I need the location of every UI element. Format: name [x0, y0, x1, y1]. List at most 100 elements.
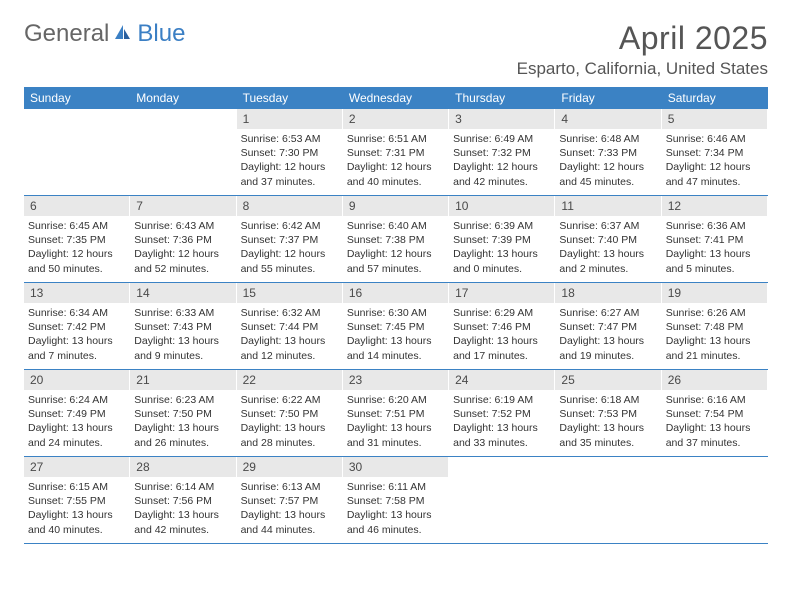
sunrise-line: Sunrise: 6:30 AM	[347, 306, 444, 320]
daylight-line: Daylight: 13 hours and 17 minutes.	[453, 334, 550, 362]
day-content: Sunrise: 6:49 AMSunset: 7:32 PMDaylight:…	[449, 129, 554, 195]
month-title: April 2025	[517, 20, 768, 57]
weekday-header: Thursday	[449, 91, 555, 105]
day-cell: 16Sunrise: 6:30 AMSunset: 7:45 PMDayligh…	[343, 283, 449, 369]
empty-cell	[130, 109, 236, 195]
sunrise-line: Sunrise: 6:49 AM	[453, 132, 550, 146]
daylight-line: Daylight: 12 hours and 45 minutes.	[559, 160, 656, 188]
day-cell: 7Sunrise: 6:43 AMSunset: 7:36 PMDaylight…	[130, 196, 236, 282]
sunrise-line: Sunrise: 6:39 AM	[453, 219, 550, 233]
day-number: 23	[343, 370, 448, 390]
day-number: 3	[449, 109, 554, 129]
day-number: 22	[237, 370, 342, 390]
day-cell: 8Sunrise: 6:42 AMSunset: 7:37 PMDaylight…	[237, 196, 343, 282]
weekday-header: Sunday	[24, 91, 130, 105]
day-number: 16	[343, 283, 448, 303]
sunrise-line: Sunrise: 6:20 AM	[347, 393, 444, 407]
day-cell: 12Sunrise: 6:36 AMSunset: 7:41 PMDayligh…	[662, 196, 768, 282]
sunset-line: Sunset: 7:40 PM	[559, 233, 656, 247]
day-cell: 26Sunrise: 6:16 AMSunset: 7:54 PMDayligh…	[662, 370, 768, 456]
daylight-line: Daylight: 12 hours and 57 minutes.	[347, 247, 444, 275]
day-cell: 29Sunrise: 6:13 AMSunset: 7:57 PMDayligh…	[237, 457, 343, 543]
sunrise-line: Sunrise: 6:37 AM	[559, 219, 656, 233]
daylight-line: Daylight: 13 hours and 44 minutes.	[241, 508, 338, 536]
sunrise-line: Sunrise: 6:36 AM	[666, 219, 763, 233]
day-number: 29	[237, 457, 342, 477]
day-cell: 15Sunrise: 6:32 AMSunset: 7:44 PMDayligh…	[237, 283, 343, 369]
sunset-line: Sunset: 7:52 PM	[453, 407, 550, 421]
sunset-line: Sunset: 7:48 PM	[666, 320, 763, 334]
daylight-line: Daylight: 12 hours and 42 minutes.	[453, 160, 550, 188]
day-cell: 5Sunrise: 6:46 AMSunset: 7:34 PMDaylight…	[662, 109, 768, 195]
day-cell: 11Sunrise: 6:37 AMSunset: 7:40 PMDayligh…	[555, 196, 661, 282]
day-cell: 19Sunrise: 6:26 AMSunset: 7:48 PMDayligh…	[662, 283, 768, 369]
daylight-line: Daylight: 13 hours and 12 minutes.	[241, 334, 338, 362]
sail-icon	[113, 20, 133, 48]
day-number: 5	[662, 109, 767, 129]
day-cell: 3Sunrise: 6:49 AMSunset: 7:32 PMDaylight…	[449, 109, 555, 195]
sunset-line: Sunset: 7:43 PM	[134, 320, 231, 334]
sunrise-line: Sunrise: 6:34 AM	[28, 306, 125, 320]
sunrise-line: Sunrise: 6:19 AM	[453, 393, 550, 407]
day-content: Sunrise: 6:34 AMSunset: 7:42 PMDaylight:…	[24, 303, 129, 369]
sunset-line: Sunset: 7:57 PM	[241, 494, 338, 508]
day-content: Sunrise: 6:13 AMSunset: 7:57 PMDaylight:…	[237, 477, 342, 543]
sunset-line: Sunset: 7:55 PM	[28, 494, 125, 508]
sunrise-line: Sunrise: 6:22 AM	[241, 393, 338, 407]
title-block: April 2025 Esparto, California, United S…	[517, 20, 768, 79]
day-cell: 22Sunrise: 6:22 AMSunset: 7:50 PMDayligh…	[237, 370, 343, 456]
day-cell: 21Sunrise: 6:23 AMSunset: 7:50 PMDayligh…	[130, 370, 236, 456]
day-number: 28	[130, 457, 235, 477]
daylight-line: Daylight: 13 hours and 31 minutes.	[347, 421, 444, 449]
day-content: Sunrise: 6:40 AMSunset: 7:38 PMDaylight:…	[343, 216, 448, 282]
sunset-line: Sunset: 7:50 PM	[134, 407, 231, 421]
empty-cell	[662, 457, 768, 543]
sunset-line: Sunset: 7:58 PM	[347, 494, 444, 508]
sunrise-line: Sunrise: 6:29 AM	[453, 306, 550, 320]
daylight-line: Daylight: 12 hours and 37 minutes.	[241, 160, 338, 188]
day-content: Sunrise: 6:20 AMSunset: 7:51 PMDaylight:…	[343, 390, 448, 456]
day-cell: 9Sunrise: 6:40 AMSunset: 7:38 PMDaylight…	[343, 196, 449, 282]
day-cell: 24Sunrise: 6:19 AMSunset: 7:52 PMDayligh…	[449, 370, 555, 456]
day-content: Sunrise: 6:51 AMSunset: 7:31 PMDaylight:…	[343, 129, 448, 195]
day-content: Sunrise: 6:43 AMSunset: 7:36 PMDaylight:…	[130, 216, 235, 282]
sunset-line: Sunset: 7:53 PM	[559, 407, 656, 421]
day-cell: 6Sunrise: 6:45 AMSunset: 7:35 PMDaylight…	[24, 196, 130, 282]
sunrise-line: Sunrise: 6:40 AM	[347, 219, 444, 233]
sunset-line: Sunset: 7:36 PM	[134, 233, 231, 247]
sunset-line: Sunset: 7:31 PM	[347, 146, 444, 160]
day-number: 10	[449, 196, 554, 216]
header: General Blue April 2025 Esparto, Califor…	[24, 20, 768, 79]
day-number: 8	[237, 196, 342, 216]
sunrise-line: Sunrise: 6:24 AM	[28, 393, 125, 407]
daylight-line: Daylight: 13 hours and 37 minutes.	[666, 421, 763, 449]
day-content: Sunrise: 6:18 AMSunset: 7:53 PMDaylight:…	[555, 390, 660, 456]
sunrise-line: Sunrise: 6:48 AM	[559, 132, 656, 146]
day-number: 18	[555, 283, 660, 303]
sunrise-line: Sunrise: 6:14 AM	[134, 480, 231, 494]
daylight-line: Daylight: 13 hours and 40 minutes.	[28, 508, 125, 536]
day-number: 20	[24, 370, 129, 390]
week-row: 6Sunrise: 6:45 AMSunset: 7:35 PMDaylight…	[24, 196, 768, 283]
day-content: Sunrise: 6:29 AMSunset: 7:46 PMDaylight:…	[449, 303, 554, 369]
daylight-line: Daylight: 13 hours and 7 minutes.	[28, 334, 125, 362]
sunset-line: Sunset: 7:47 PM	[559, 320, 656, 334]
weekday-header: Wednesday	[343, 91, 449, 105]
day-content: Sunrise: 6:37 AMSunset: 7:40 PMDaylight:…	[555, 216, 660, 282]
sunrise-line: Sunrise: 6:23 AM	[134, 393, 231, 407]
sunset-line: Sunset: 7:35 PM	[28, 233, 125, 247]
sunset-line: Sunset: 7:49 PM	[28, 407, 125, 421]
day-cell: 27Sunrise: 6:15 AMSunset: 7:55 PMDayligh…	[24, 457, 130, 543]
sunrise-line: Sunrise: 6:53 AM	[241, 132, 338, 146]
sunset-line: Sunset: 7:41 PM	[666, 233, 763, 247]
calendar-body: 1Sunrise: 6:53 AMSunset: 7:30 PMDaylight…	[24, 109, 768, 544]
day-number: 30	[343, 457, 448, 477]
daylight-line: Daylight: 12 hours and 55 minutes.	[241, 247, 338, 275]
day-content: Sunrise: 6:36 AMSunset: 7:41 PMDaylight:…	[662, 216, 767, 282]
daylight-line: Daylight: 12 hours and 52 minutes.	[134, 247, 231, 275]
day-content: Sunrise: 6:24 AMSunset: 7:49 PMDaylight:…	[24, 390, 129, 456]
logo-text-blue: Blue	[137, 20, 185, 48]
day-content: Sunrise: 6:53 AMSunset: 7:30 PMDaylight:…	[237, 129, 342, 195]
sunrise-line: Sunrise: 6:33 AM	[134, 306, 231, 320]
day-cell: 28Sunrise: 6:14 AMSunset: 7:56 PMDayligh…	[130, 457, 236, 543]
